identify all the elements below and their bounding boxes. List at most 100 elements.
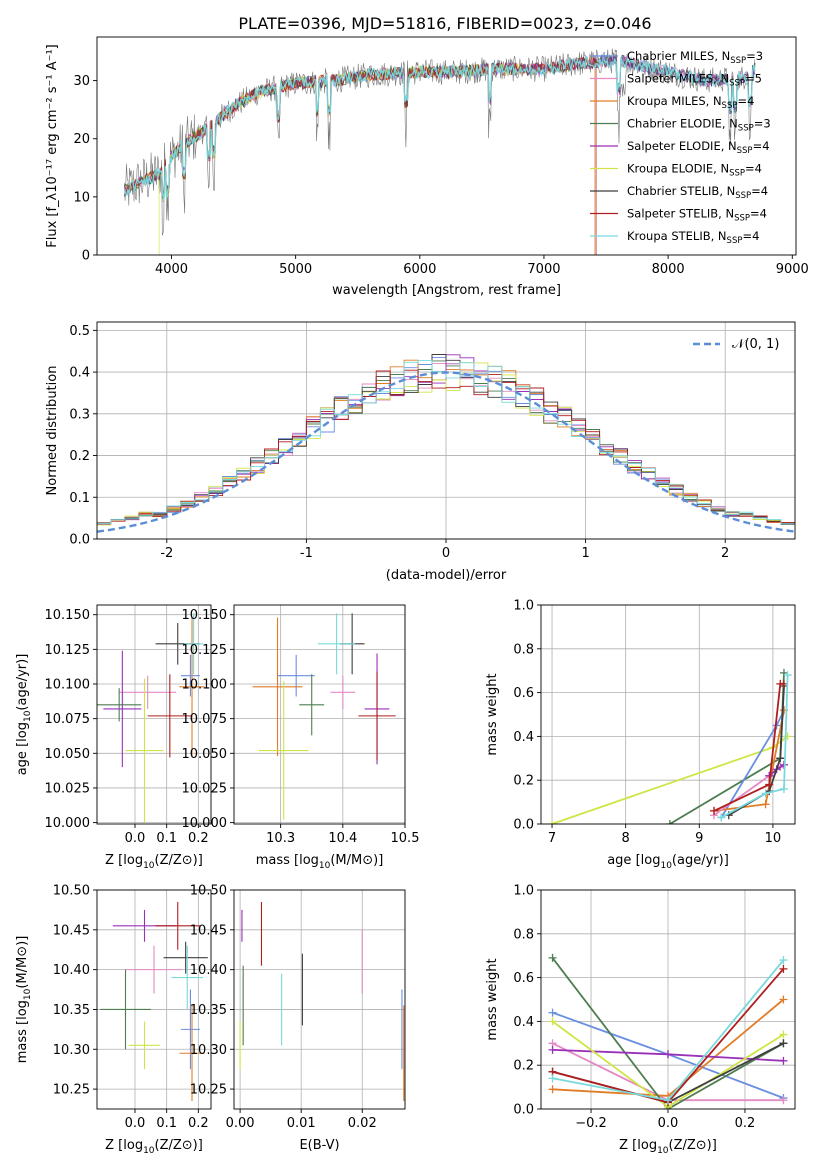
x-tick-label: 0.2 [735, 1116, 756, 1131]
error-bar [299, 674, 325, 736]
y-tick-label: 30 [73, 74, 90, 89]
legend-entry: Salpeter MILES, NSSP=5 [627, 72, 762, 89]
weight-marker [761, 789, 770, 798]
weight-marker [665, 820, 674, 824]
chart-mass_vs_ebv: 0.00 0.01 0.02 10.25 10.30 10.35 10.40 10.45 10.… [190, 884, 406, 1153]
plot-area [252, 613, 396, 820]
y-axis-label: mass weight [485, 673, 500, 755]
y-tick-label: 0.0 [513, 818, 534, 833]
legend-entry: Kroupa MILES, NSSP=4 [627, 94, 754, 111]
weight-marker [779, 1030, 788, 1039]
chart-residuals: -2 -1 0 1 2 0.0 0.1 0.2 0.3 0.4 0.5 (data-model)/er… [45, 321, 796, 583]
y-tick-label: 10.125 [45, 643, 91, 658]
y-tick-label: 10.150 [182, 608, 228, 623]
plot-area [239, 901, 405, 1102]
plot-area [97, 613, 205, 823]
legend-entry: Salpeter STELIB, NSSP=4 [627, 207, 767, 224]
x-tick-label: 7 [548, 831, 556, 846]
histogram-step [97, 362, 795, 526]
x-tick-label: 10.3 [266, 831, 295, 846]
weight-marker [548, 1045, 557, 1054]
y-tick-label: 10.025 [45, 781, 91, 796]
y-axis-label: Flux [f_λ10⁻¹⁷ erg cm⁻² s⁻¹ A⁻¹] [45, 44, 60, 248]
y-tick-label: 0.4 [69, 366, 90, 381]
weight-marker [710, 806, 719, 815]
error-bar [277, 654, 315, 697]
y-tick-label: 0.6 [513, 971, 534, 986]
weight-marker [664, 1096, 672, 1105]
error-bar [125, 678, 164, 823]
chart-weight_vs_z: −0.2 0.0 0.2 0.0 0.2 0.4 0.6 0.8 1.0 Z [log10(Z/Z… [485, 884, 796, 1156]
y-tick-label: 0.2 [513, 1059, 534, 1074]
y-tick-label: 10.45 [190, 923, 227, 938]
axes-frame [540, 604, 796, 825]
weight-marker [548, 1017, 557, 1026]
y-tick-label: 1.0 [513, 884, 534, 899]
x-tick-label: -1 [300, 546, 313, 561]
y-tick-label: 10.050 [45, 747, 91, 762]
y-tick-label: 0.4 [513, 1015, 534, 1030]
x-tick-label: 9000 [776, 262, 809, 277]
x-tick-label: 0.2 [188, 831, 209, 846]
x-axis-label: Z [log10(Z/Z⊙)] [105, 1138, 203, 1156]
x-axis-label: (data-model)/error [386, 568, 507, 583]
legend: Chabrier MILES, NSSP=3 Salpeter MILES, NS… [590, 49, 771, 246]
x-tick-label: 9 [695, 831, 703, 846]
y-tick-label: 0.2 [69, 449, 90, 464]
y-tick-label: 0.6 [513, 686, 534, 701]
y-tick-label: 10.025 [182, 781, 228, 796]
legend-entry: 𝒩(0, 1) [732, 337, 779, 352]
x-tick-label: 1 [581, 546, 589, 561]
weight-marker [548, 1008, 557, 1017]
x-axis-label: Z [log10(Z/Z⊙)] [619, 1138, 717, 1156]
figure-title: PLATE=0396, MJD=51816, FIBERID=0023, z=0… [238, 14, 651, 33]
y-tick-label: 10.125 [182, 643, 228, 658]
error-bar [155, 901, 200, 950]
x-tick-label: 0.02 [348, 1116, 377, 1131]
error-bar [103, 650, 142, 768]
axes-frame [96, 321, 796, 540]
legend-entry: Kroupa ELODIE, NSSP=4 [627, 162, 762, 179]
y-tick-label: 10.075 [45, 712, 91, 727]
x-tick-label: 0.0 [125, 1116, 146, 1131]
weight-marker [776, 754, 785, 763]
model-line [123, 55, 596, 255]
weight-marker [779, 995, 788, 1004]
y-tick-label: 10.30 [53, 1043, 90, 1058]
error-bar [179, 617, 205, 757]
legend-entry: Chabrier STELIB, NSSP=4 [627, 184, 768, 201]
weight-marker [548, 953, 557, 962]
error-bar [163, 941, 208, 974]
y-tick-label: 0.0 [513, 1103, 534, 1118]
y-tick-label: 10.40 [53, 963, 90, 978]
y-tick-label: 10.100 [182, 678, 228, 693]
x-axis-label: E(B-V) [299, 1138, 339, 1153]
y-tick-label: 0.3 [69, 407, 90, 422]
x-tick-label: 8 [622, 831, 630, 846]
y-tick-label: 0.8 [513, 642, 534, 657]
x-tick-label: 10.5 [391, 831, 420, 846]
error-bar [252, 617, 303, 757]
plot-area [123, 48, 756, 255]
weight-line [720, 675, 789, 819]
y-tick-label: 1.0 [513, 599, 534, 614]
y-tick-label: 0.2 [513, 774, 534, 789]
error-bar [180, 654, 200, 697]
error-bar [97, 688, 142, 722]
weight-marker [779, 956, 788, 965]
x-tick-label: 4000 [155, 262, 188, 277]
legend-entry: Kroupa STELIB, NSSP=4 [627, 229, 759, 246]
axes-frame [233, 604, 406, 825]
plot-area [97, 354, 795, 533]
error-bar [330, 675, 356, 709]
model-line [124, 62, 520, 255]
chart-spectrum: 4000 5000 6000 7000 8000 9000 0 10 20 30 wavelengt… [45, 36, 809, 298]
axes-frame [96, 889, 212, 1110]
error-bar [128, 1021, 161, 1070]
y-tick-label: 0.0 [69, 533, 90, 548]
y-tick-label: 10.40 [190, 963, 227, 978]
y-tick-label: 10.100 [45, 678, 91, 693]
x-axis-label: Z [log10(Z/Z⊙)] [105, 853, 203, 871]
error-bar [179, 1005, 205, 1102]
